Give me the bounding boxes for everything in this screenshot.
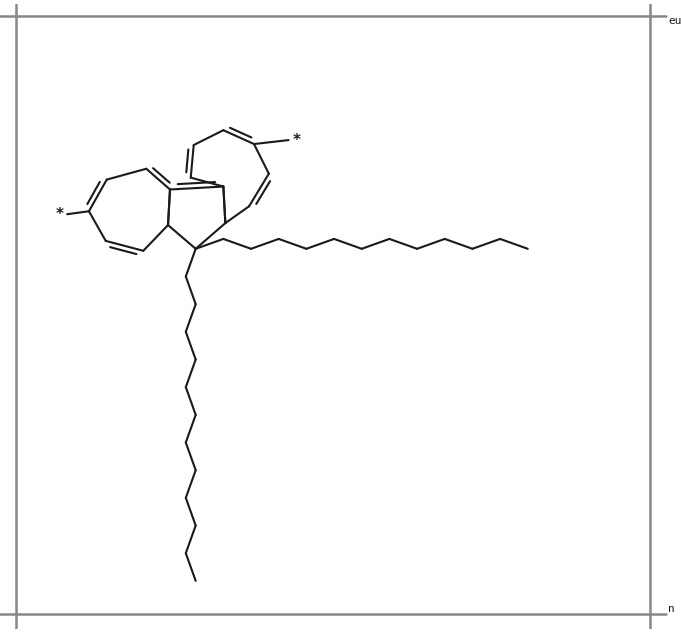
Text: eu: eu [668,16,681,25]
Text: n: n [668,605,675,615]
Text: *: * [55,207,63,222]
Text: *: * [293,132,300,147]
